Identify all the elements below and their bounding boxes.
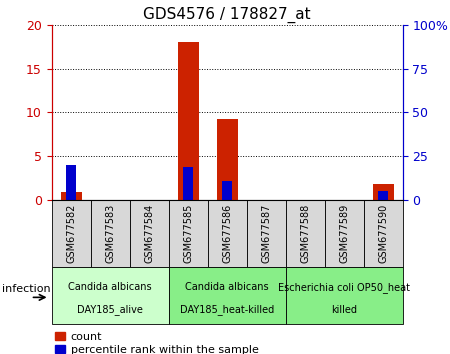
Bar [60, 192, 82, 200]
Bar [184, 167, 193, 200]
Text: Candida albicans: Candida albicans [185, 282, 269, 292]
Bar [169, 267, 286, 324]
Bar [130, 200, 169, 267]
Text: GSM677583: GSM677583 [105, 204, 115, 263]
Text: DAY185_heat-killed: DAY185_heat-killed [180, 304, 274, 315]
Text: Escherichia coli OP50_heat: Escherichia coli OP50_heat [278, 282, 410, 292]
Text: GSM677588: GSM677588 [300, 204, 310, 263]
Bar [364, 200, 403, 267]
Text: GSM677587: GSM677587 [261, 204, 271, 263]
Bar [247, 200, 286, 267]
Text: GSM677584: GSM677584 [144, 204, 154, 263]
Text: DAY185_alive: DAY185_alive [77, 304, 143, 315]
Bar [91, 200, 130, 267]
Bar [222, 181, 232, 200]
Text: GSM677582: GSM677582 [66, 204, 76, 263]
Text: GSM677589: GSM677589 [339, 204, 349, 263]
Text: GSM677585: GSM677585 [183, 204, 193, 263]
Text: killed: killed [331, 305, 357, 315]
Bar [216, 119, 238, 200]
Bar [373, 184, 394, 200]
Title: GDS4576 / 178827_at: GDS4576 / 178827_at [144, 7, 311, 23]
Bar [208, 200, 247, 267]
Text: GSM677586: GSM677586 [222, 204, 232, 263]
Bar [378, 191, 388, 200]
Bar [325, 200, 364, 267]
Bar [286, 267, 403, 324]
Bar [286, 200, 325, 267]
Bar [67, 165, 76, 200]
Text: Candida albicans: Candida albicans [68, 282, 152, 292]
Text: GSM677590: GSM677590 [378, 204, 388, 263]
Bar [52, 200, 91, 267]
Bar [52, 267, 169, 324]
Text: infection: infection [2, 284, 51, 293]
Bar [169, 200, 208, 267]
Legend: count, percentile rank within the sample: count, percentile rank within the sample [53, 330, 261, 354]
Bar [177, 42, 199, 200]
